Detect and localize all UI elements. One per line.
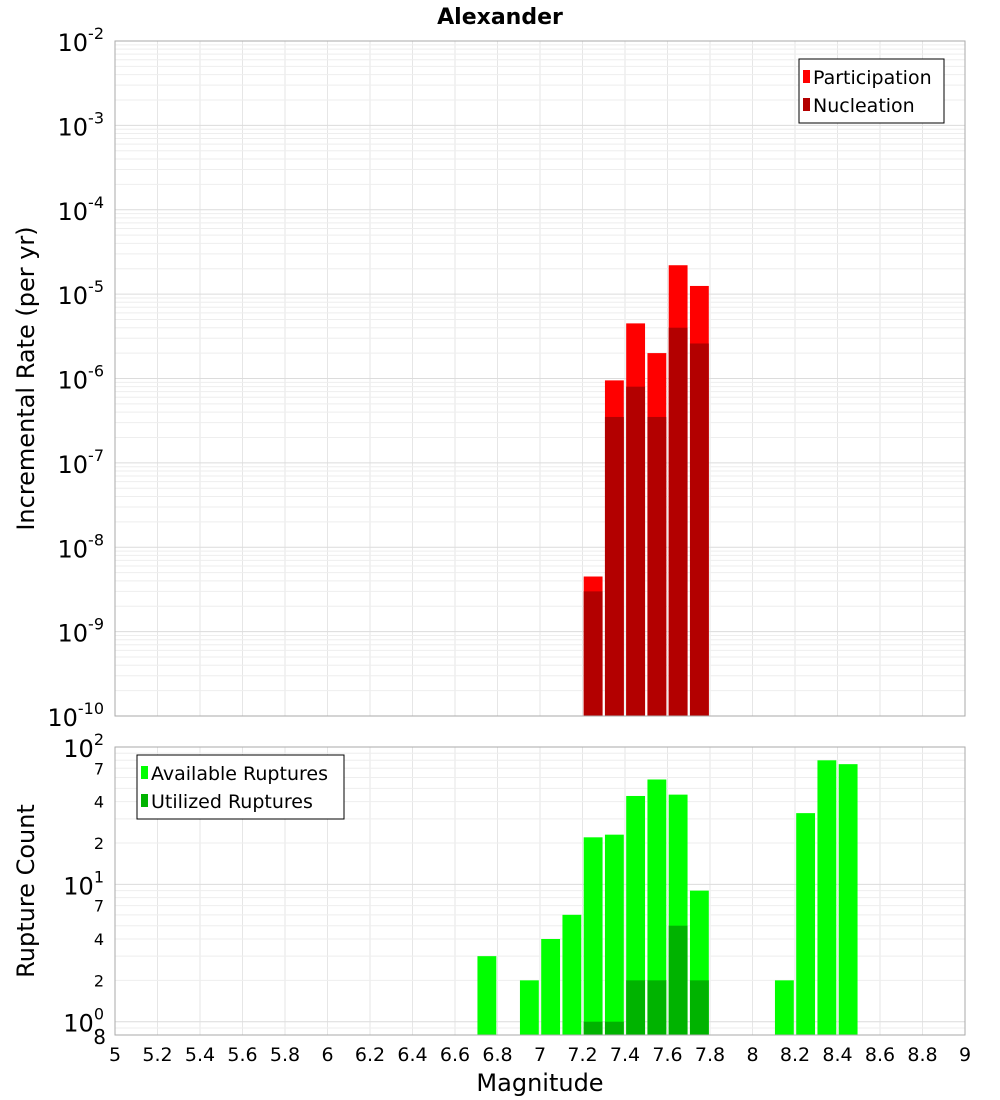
x-tick-label: 6.6 [440, 1044, 470, 1066]
count-bar-available-ruptures [541, 939, 561, 1035]
count-plot-frame [114, 746, 966, 1036]
count-bar-available-ruptures [817, 760, 837, 1035]
count-bar-available-ruptures [626, 795, 646, 1035]
x-tick-label: 7 [534, 1044, 546, 1066]
count-bar-utilized-ruptures [647, 980, 667, 1035]
x-tick-label: 6 [321, 1044, 333, 1066]
count-y-tick-label: 102 [63, 730, 104, 763]
count-legend-swatch [141, 766, 148, 779]
count-y-tick-label: 4 [94, 930, 104, 949]
rate-plot-frame [114, 40, 966, 717]
rate-y-tick-label: 10-6 [58, 362, 105, 395]
x-tick-label: 6.4 [397, 1044, 427, 1066]
count-bar-available-ruptures [647, 779, 667, 1035]
count-bars [477, 760, 858, 1035]
x-tick-label: 9 [959, 1044, 971, 1066]
rate-legend-swatch [803, 98, 810, 111]
x-tick-label: 8.2 [780, 1044, 810, 1066]
count-bar-available-ruptures [477, 956, 497, 1035]
count-bar-available-ruptures [774, 980, 794, 1035]
rate-bar-nucleation [626, 386, 646, 716]
rate-y-tick-label: 10-3 [58, 108, 105, 141]
rate-y-tick-label: 10-9 [58, 615, 105, 648]
count-bar-available-ruptures [583, 837, 603, 1035]
rate-bar-nucleation [668, 327, 688, 716]
x-tick-label: 5 [109, 1044, 121, 1066]
rate-panel: 10-10 10-9 10-8 10-7 10-6 10-5 10-4 10-3 10-2 In… [12, 24, 966, 732]
count-y-tick-label: 8 [93, 1025, 106, 1049]
count-y-tick-label: 2 [94, 834, 104, 853]
count-bar-utilized-ruptures [689, 980, 709, 1035]
count-legend-box [136, 754, 345, 820]
x-tick-label: 5.4 [185, 1044, 215, 1066]
x-tick-label: 5.6 [227, 1044, 257, 1066]
count-legend-label: Utilized Ruptures [151, 791, 313, 813]
rate-legend-swatch [803, 70, 810, 83]
x-tick-label: 6.8 [482, 1044, 512, 1066]
rate-bar-nucleation [583, 591, 603, 716]
count-y-tick-label: 2 [94, 971, 104, 990]
count-bar-utilized-ruptures [668, 925, 688, 1035]
rate-y-tick-label: 10-8 [58, 530, 105, 563]
count-bar-utilized-ruptures [583, 1021, 603, 1035]
rate-gridlines [114, 40, 966, 717]
magnitude-tick-labels: 5 5.2 5.4 5.6 5.8 6 6.2 6.4 6.6 6.8 7 7.2 7.4 7.6 7.8 8… [109, 1044, 971, 1066]
rate-legend: Participation Nucleation [798, 58, 945, 124]
x-tick-label: 8 [746, 1044, 758, 1066]
x-tick-label: 7.6 [652, 1044, 682, 1066]
count-bar-utilized-ruptures [626, 980, 646, 1035]
count-y-tick-label: 101 [63, 867, 104, 900]
rate-bar-nucleation [604, 416, 624, 716]
count-legend-swatch [141, 794, 148, 807]
rate-legend-label: Nucleation [813, 95, 915, 117]
count-legend: Available Ruptures Utilized Ruptures [136, 754, 345, 820]
x-tick-label: 8.8 [907, 1044, 937, 1066]
count-y-tick-label: 100 [63, 1005, 104, 1038]
count-bar-utilized-ruptures [604, 1021, 624, 1035]
chart-title: Alexander [437, 5, 563, 30]
count-bar-available-ruptures [519, 980, 539, 1035]
x-tick-label: 6.2 [355, 1044, 385, 1066]
x-tick-label: 5.8 [270, 1044, 300, 1066]
rate-y-tick-label: 10-10 [47, 699, 104, 732]
x-tick-label: 7.4 [610, 1044, 640, 1066]
rate-bars [583, 265, 709, 716]
rate-y-tick-label: 10-7 [58, 446, 105, 479]
rate-y-tick-label: 10-2 [58, 24, 105, 57]
x-tick-label: 8.6 [865, 1044, 895, 1066]
rate-y-tick-label: 10-4 [58, 193, 105, 226]
rate-y-tick-label: 10-5 [58, 277, 105, 310]
count-bar-available-ruptures [838, 764, 858, 1035]
rate-legend-box [798, 58, 945, 124]
count-bar-available-ruptures [562, 914, 582, 1035]
rate-legend-label: Participation [813, 67, 932, 89]
count-bar-available-ruptures [796, 813, 816, 1035]
count-bar-available-ruptures [604, 834, 624, 1035]
count-y-tick-label: 7 [94, 759, 104, 778]
count-y-tick-label: 4 [94, 793, 104, 812]
x-tick-label: 7.2 [567, 1044, 597, 1066]
rate-y-tick-labels: 10-10 10-9 10-8 10-7 10-6 10-5 10-4 10-3 10-2 [47, 24, 104, 732]
count-y-tick-label: 7 [94, 897, 104, 916]
x-tick-label: 7.8 [695, 1044, 725, 1066]
rate-bar-nucleation [689, 343, 709, 716]
x-tick-label: 5.2 [142, 1044, 172, 1066]
rate-bar-nucleation [647, 416, 667, 716]
x-axis-label: Magnitude [476, 1069, 603, 1097]
count-y-axis-label: Rupture Count [12, 804, 40, 978]
rate-y-axis-label: Incremental Rate (per yr) [12, 226, 40, 530]
count-legend-label: Available Ruptures [151, 763, 328, 785]
x-tick-label: 8.4 [822, 1044, 852, 1066]
